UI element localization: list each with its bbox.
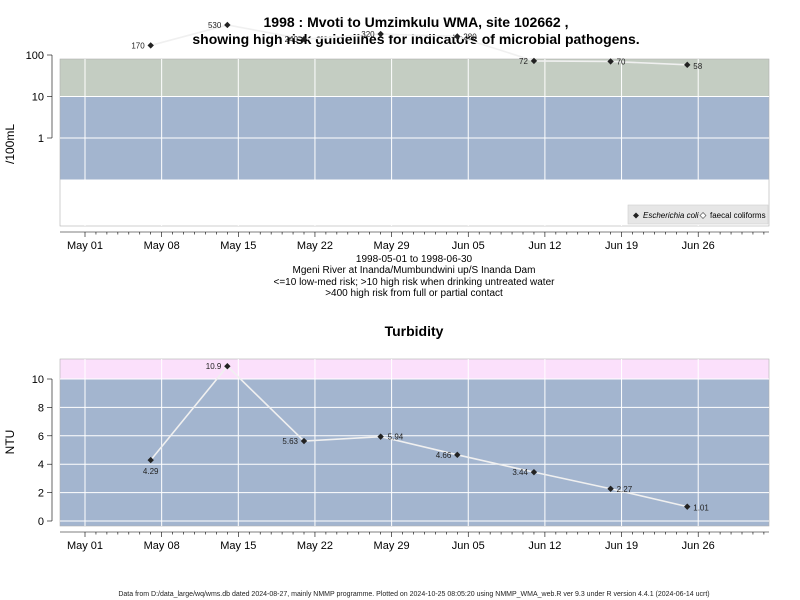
turbidity-data-point	[454, 451, 461, 459]
turbidity-plot-panel: 0 2 4 6 8 10 May 01 May 08 May 15 May 22 May 29 Jun…	[32, 358, 770, 552]
turbidity-y-tick-label: 6	[38, 431, 44, 443]
ecoli-x-tick-label: May 01	[67, 240, 103, 252]
ecoli-data-point	[377, 30, 384, 38]
turbidity-title: Turbidity	[385, 323, 444, 339]
turbidity-series-line	[150, 365, 688, 508]
ecoli-data-label: 280	[463, 32, 477, 41]
ecoli-data-point	[684, 61, 691, 69]
turbidity-y-tick-label: 0	[38, 516, 44, 528]
turbidity-data-point	[530, 468, 538, 476]
ecoli-data-label: 58	[693, 62, 702, 71]
turbidity-y-tick-label: 4	[38, 459, 44, 471]
ecoli-data-label: 240	[285, 35, 299, 44]
turbidity-data-label: 4.29	[143, 467, 159, 476]
ecoli-series-line	[150, 24, 688, 66]
turbidity-data-point	[147, 456, 154, 464]
legend-entry-faecal-coliforms: faecal coliforms	[710, 211, 766, 220]
ecoli-risk-band-1	[60, 59, 769, 97]
turbidity-x-tick-label: Jun 12	[528, 540, 561, 552]
turbidity-data-point	[300, 437, 308, 445]
turbidity-y-tick-label: 2	[38, 488, 44, 500]
turbidity-y-axis-label: NTU	[3, 430, 17, 455]
ecoli-plot-frame	[59, 58, 770, 227]
turbidity-y-tick-label: 10	[32, 374, 44, 386]
ecoli-data-label: 170	[131, 41, 145, 50]
ecoli-data-label: 70	[617, 57, 626, 66]
chart-title-line1: 1998 : Mvoti to Umzimkulu WMA, site 1026…	[264, 14, 569, 30]
turbidity-data-point	[684, 503, 691, 510]
legend-faecal-marker	[699, 212, 707, 219]
caption-site: Mgeni River at Inanda/Mumbundwini up/S I…	[293, 265, 536, 276]
ecoli-data-label: 320	[361, 30, 375, 39]
ecoli-data-point	[607, 58, 614, 65]
footer-note: Data from D:/data_large/wq/wms.db dated …	[118, 591, 709, 598]
ecoli-y-axis-label: /100mL	[3, 124, 17, 164]
turbidity-x-tick-label: May 01	[67, 540, 103, 552]
ecoli-plot-panel: 1 10 100 May 01 May 08 May 15 May 22 May 29 Jun …	[26, 21, 770, 252]
turbidity-x-tick-label: Jun 19	[605, 540, 638, 552]
ecoli-data-label: 530	[208, 21, 222, 30]
turbidity-data-point	[607, 485, 614, 492]
turbidity-data-point	[377, 433, 384, 440]
turbidity-data-label: 5.63	[282, 437, 298, 446]
caption-date-range: 1998-05-01 to 1998-06-30	[356, 254, 473, 265]
ecoli-x-tick-label: May 15	[220, 240, 256, 252]
ecoli-data-point	[454, 33, 461, 40]
turbidity-x-tick-label: Jun 05	[452, 540, 485, 552]
ecoli-y-tick-label: 100	[26, 50, 44, 62]
caption-guideline-drinking: <=10 low-med risk; >10 high risk when dr…	[274, 277, 556, 288]
chart-title-line2: showing high risk guidelines for indicat…	[192, 31, 639, 47]
legend-ecoli-marker	[633, 212, 639, 219]
ecoli-x-tick-label: Jun 05	[452, 240, 485, 252]
turbidity-data-label: 10.9	[206, 362, 222, 371]
ecoli-y-tick-label: 1	[38, 133, 44, 145]
turbidity-x-tick-label: May 22	[297, 540, 333, 552]
turbidity-x-tick-label: May 29	[374, 540, 410, 552]
turbidity-data-point	[224, 363, 231, 370]
ecoli-x-tick-label: Jun 26	[682, 240, 715, 252]
ecoli-x-tick-label: Jun 12	[528, 240, 561, 252]
turbidity-x-tick-label: Jun 26	[682, 540, 715, 552]
ecoli-data-point	[300, 36, 308, 43]
turbidity-data-label: 4.66	[436, 451, 452, 460]
ecoli-x-tick-label: May 29	[374, 240, 410, 252]
legend: Escherichia coli faecal coliforms	[627, 204, 769, 225]
ecoli-data-label: 72	[519, 57, 528, 66]
turbidity-data-label: 1.01	[693, 504, 709, 513]
ecoli-y-tick-label: 10	[32, 92, 44, 104]
ecoli-data-point	[530, 57, 538, 65]
turbidity-data-label: 3.44	[512, 468, 528, 477]
ecoli-x-tick-label: May 22	[297, 240, 333, 252]
turbidity-x-tick-label: May 15	[220, 540, 256, 552]
caption-guideline-contact: >400 high risk from full or partial cont…	[325, 288, 503, 299]
turbidity-x-tick-label: May 08	[144, 540, 180, 552]
ecoli-x-tick-label: May 08	[144, 240, 180, 252]
ecoli-data-point	[147, 42, 154, 49]
turbidity-plot-frame	[59, 358, 770, 527]
turbidity-data-label: 2.27	[617, 485, 633, 494]
turbidity-y-tick-label: 8	[38, 402, 44, 414]
turbidity-data-label: 5.94	[388, 433, 404, 442]
ecoli-data-point	[224, 21, 231, 29]
turbidity-risk-band-1	[60, 359, 769, 379]
ecoli-x-tick-label: Jun 19	[605, 240, 638, 252]
turbidity-risk-band-0	[60, 379, 769, 526]
legend-entry-ecoli: Escherichia coli	[643, 211, 699, 220]
